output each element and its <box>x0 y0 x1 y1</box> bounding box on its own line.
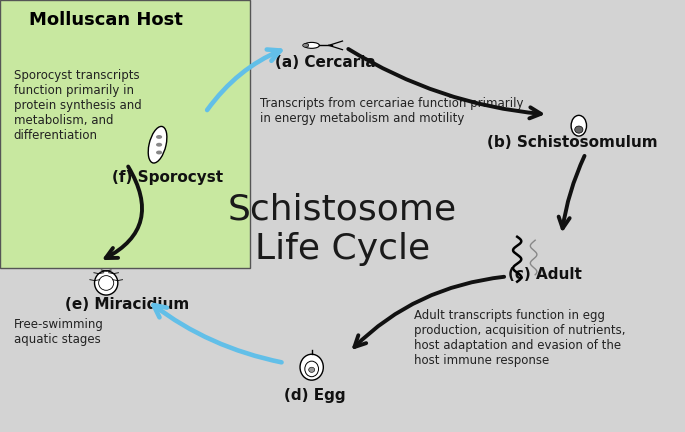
Ellipse shape <box>571 115 586 136</box>
Ellipse shape <box>575 126 583 133</box>
Text: Molluscan Host: Molluscan Host <box>29 11 183 29</box>
Text: Transcripts from cercariae function primarily
in energy metabolism and motility: Transcripts from cercariae function prim… <box>260 97 524 125</box>
Ellipse shape <box>156 135 162 139</box>
Ellipse shape <box>156 143 162 147</box>
Ellipse shape <box>95 271 118 295</box>
Text: (d) Egg: (d) Egg <box>284 388 346 403</box>
Text: Free-swimming
aquatic stages: Free-swimming aquatic stages <box>14 318 103 346</box>
Ellipse shape <box>303 44 309 47</box>
Text: (e) Miracidium: (e) Miracidium <box>64 297 189 312</box>
Ellipse shape <box>300 354 323 380</box>
Ellipse shape <box>148 127 167 163</box>
Text: Adult transcripts function in egg
production, acquisition of nutrients,
host ada: Adult transcripts function in egg produc… <box>414 309 626 367</box>
Text: (b) Schistosomulum: (b) Schistosomulum <box>486 135 658 150</box>
Text: (f) Sporocyst: (f) Sporocyst <box>112 170 223 184</box>
Text: (c) Adult: (c) Adult <box>508 267 582 282</box>
Ellipse shape <box>309 367 314 372</box>
Text: Sporocyst transcripts
function primarily in
protein synthesis and
metabolism, an: Sporocyst transcripts function primarily… <box>14 69 141 142</box>
Ellipse shape <box>156 150 162 155</box>
Text: (a) Cercaria: (a) Cercaria <box>275 55 376 70</box>
Text: Schistosome
Life Cycle: Schistosome Life Cycle <box>228 192 457 266</box>
Ellipse shape <box>304 42 319 48</box>
FancyBboxPatch shape <box>0 0 250 268</box>
